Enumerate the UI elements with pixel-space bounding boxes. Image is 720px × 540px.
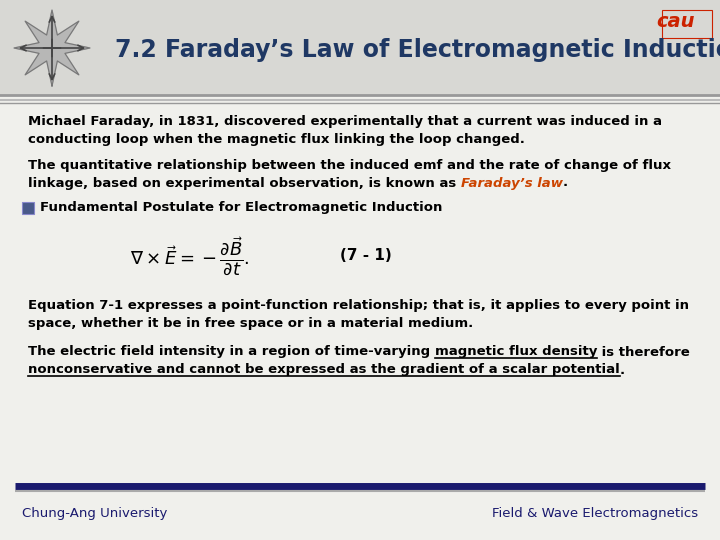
Text: The electric field intensity in a region of time-varying: The electric field intensity in a region… [28,346,435,359]
Polygon shape [14,10,90,86]
Text: Chung-Ang University: Chung-Ang University [22,508,167,521]
Text: cau: cau [657,12,695,31]
Text: 7.2 Faraday’s Law of Electromagnetic Induction: 7.2 Faraday’s Law of Electromagnetic Ind… [115,38,720,62]
Text: $\nabla \times \vec{E} = -\dfrac{\partial \vec{B}}{\partial t}.$: $\nabla \times \vec{E} = -\dfrac{\partia… [130,235,249,277]
Text: .: . [620,363,625,376]
Text: nonconservative and cannot be expressed as the gradient of a scalar potential: nonconservative and cannot be expressed … [28,363,620,376]
Text: is therefore: is therefore [597,346,690,359]
Text: Michael Faraday, in 1831, discovered experimentally that a current was induced i: Michael Faraday, in 1831, discovered exp… [28,116,662,129]
Bar [0,0,720,95]
Text: magnetic flux density: magnetic flux density [435,346,597,359]
Text: The quantitative relationship between the induced emf and the rate of change of : The quantitative relationship between th… [28,159,671,172]
Bar [662,10,712,38]
Text: conducting loop when the magnetic flux linking the loop changed.: conducting loop when the magnetic flux l… [28,133,525,146]
Text: Fundamental Postulate for Electromagnetic Induction: Fundamental Postulate for Electromagneti… [40,201,442,214]
Text: Field & Wave Electromagnetics: Field & Wave Electromagnetics [492,508,698,521]
Bar [22,202,34,214]
Text: Faraday’s law: Faraday’s law [461,177,563,190]
Text: space, whether it be in free space or in a material medium.: space, whether it be in free space or in… [28,316,473,329]
Text: linkage, based on experimental observation, is known as: linkage, based on experimental observati… [28,177,461,190]
Text: (7 - 1): (7 - 1) [340,248,392,264]
Text: .: . [563,177,568,190]
Text: Equation 7-1 expresses a point-function relationship; that is, it applies to eve: Equation 7-1 expresses a point-function … [28,299,689,312]
